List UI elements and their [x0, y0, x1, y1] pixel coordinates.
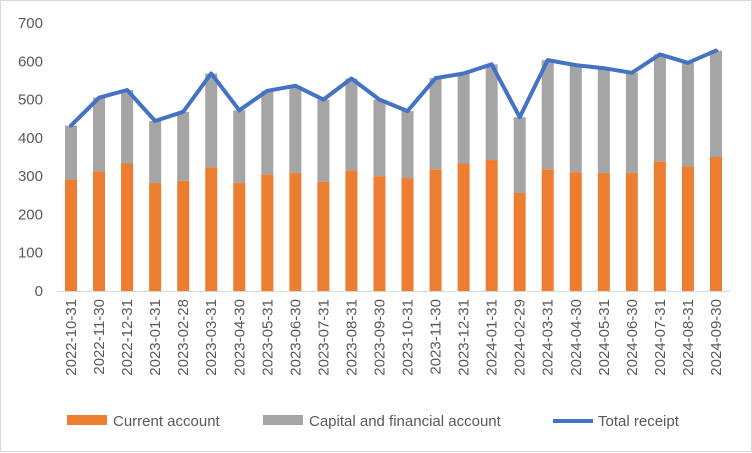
x-tick-label: 2023-12-31 [456, 299, 473, 376]
bar-current-account [121, 164, 133, 291]
bar-capital-financial-account [121, 90, 133, 164]
y-tick-label: 700 [18, 15, 43, 32]
x-tick-label: 2024-07-31 [652, 299, 669, 376]
bar-capital-financial-account [65, 126, 77, 180]
bar-current-account [682, 166, 694, 291]
bar-current-account [345, 170, 357, 291]
x-tick-label: 2022-12-31 [119, 299, 136, 376]
bar-current-account [542, 169, 554, 291]
bar-current-account [514, 193, 526, 291]
x-tick-label: 2023-06-30 [287, 299, 304, 376]
x-tick-label: 2023-08-31 [343, 299, 360, 376]
x-tick-label: 2023-04-30 [231, 299, 248, 376]
bar-current-account [570, 172, 582, 291]
bar-capital-financial-account [317, 100, 329, 182]
bar-current-account [710, 157, 722, 291]
x-tick-label: 2024-05-31 [596, 299, 613, 376]
bar-capital-financial-account [289, 86, 301, 173]
x-tick-label: 2022-11-30 [91, 299, 108, 375]
bar-current-account [93, 172, 105, 291]
bar-current-account [598, 173, 610, 291]
bar-capital-financial-account [345, 79, 357, 171]
x-tick-label: 2024-08-31 [680, 299, 697, 376]
y-tick-label: 200 [18, 206, 43, 223]
bar-capital-financial-account [542, 60, 554, 169]
bar-current-account [149, 183, 161, 291]
bar-capital-financial-account [177, 112, 189, 181]
x-tick-label: 2024-04-30 [568, 299, 585, 376]
x-tick-label: 2023-11-30 [428, 299, 445, 375]
legend-label-total-receipt: Total receipt [598, 413, 680, 430]
line-total-receipt [71, 51, 716, 126]
legend-label-capital-financial-account: Capital and financial account [309, 413, 502, 430]
x-tick-label: 2022-10-31 [63, 299, 80, 376]
y-tick-label: 300 [18, 168, 43, 185]
bar-capital-financial-account [570, 65, 582, 172]
x-tick-label: 2024-09-30 [708, 299, 725, 376]
bar-capital-financial-account [233, 110, 245, 183]
x-tick-label: 2023-09-30 [371, 299, 388, 376]
x-tick-label: 2024-06-30 [624, 299, 641, 376]
bar-capital-financial-account [486, 64, 498, 160]
bar-current-account [402, 178, 414, 291]
x-tick-label: 2023-05-31 [259, 299, 276, 376]
bar-capital-financial-account [626, 73, 638, 173]
x-tick-label: 2023-10-31 [400, 299, 417, 376]
x-tick-label: 2023-01-31 [147, 299, 164, 376]
legend-swatch-capital-financial-account [263, 415, 303, 425]
bar-current-account [654, 162, 666, 291]
bar-capital-financial-account [682, 63, 694, 166]
bar-capital-financial-account [430, 78, 442, 169]
bar-current-account [289, 173, 301, 291]
y-tick-label: 0 [35, 283, 43, 300]
bar-current-account [317, 182, 329, 291]
x-tick-label: 2023-07-31 [315, 299, 332, 376]
line-layer [71, 50, 716, 125]
y-tick-label: 600 [18, 53, 43, 70]
bar-current-account [205, 167, 217, 291]
x-tick-label: 2023-03-31 [203, 299, 220, 376]
y-tick-label: 400 [18, 130, 43, 147]
bar-capital-financial-account [205, 74, 217, 168]
bar-capital-financial-account [149, 121, 161, 183]
y-tick-label: 500 [18, 92, 43, 109]
bar-capital-financial-account [654, 54, 666, 161]
bar-capital-financial-account [373, 100, 385, 177]
bar-current-account [430, 169, 442, 291]
bar-current-account [65, 179, 77, 291]
x-tick-label: 2023-02-28 [175, 299, 192, 376]
bar-capital-financial-account [710, 51, 722, 157]
x-tick-label: 2024-01-31 [484, 299, 501, 376]
bar-capital-financial-account [402, 111, 414, 178]
bar-capital-financial-account [598, 68, 610, 173]
bar-current-account [626, 173, 638, 291]
y-tick-label: 100 [18, 245, 43, 262]
legend-swatch-current-account [67, 415, 107, 425]
x-tick-label: 2024-03-31 [540, 299, 557, 376]
bar-capital-financial-account [514, 117, 526, 193]
bar-current-account [177, 181, 189, 291]
bar-current-account [458, 164, 470, 291]
legend: Current account Capital and financial acc… [67, 413, 680, 430]
legend-label-current-account: Current account [113, 413, 221, 430]
x-tick-label: 2024-02-29 [512, 299, 529, 376]
bar-current-account [486, 160, 498, 291]
bar-current-account [261, 174, 273, 291]
bar-capital-financial-account [93, 98, 105, 172]
bar-current-account [373, 176, 385, 291]
bar-capital-financial-account [458, 74, 470, 164]
bar-layer [65, 51, 722, 291]
bar-capital-financial-account [261, 91, 273, 174]
bar-current-account [233, 183, 245, 291]
